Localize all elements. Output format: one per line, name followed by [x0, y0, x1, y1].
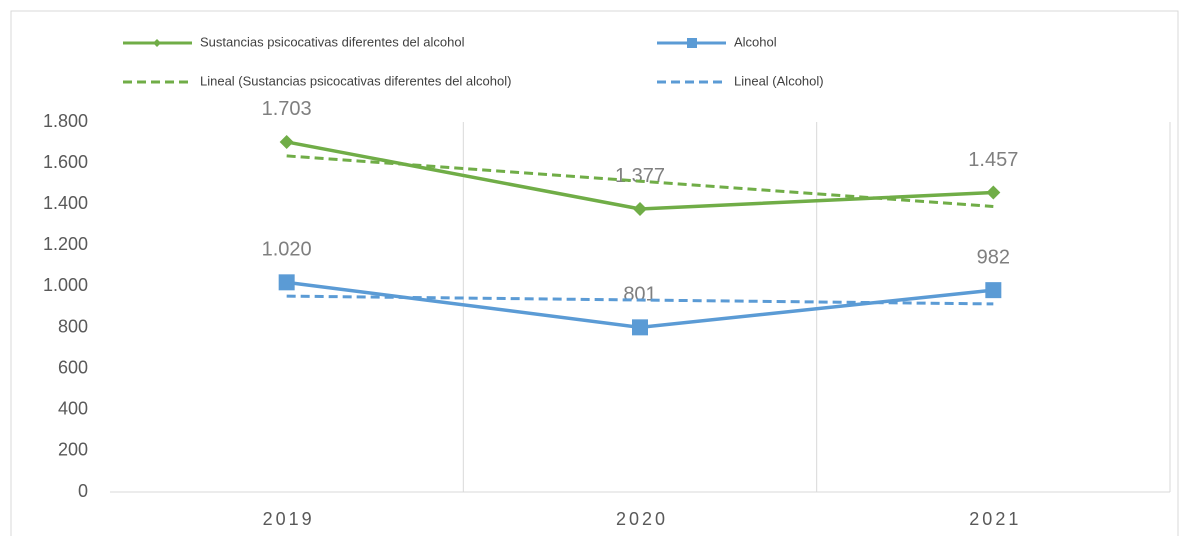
point	[278, 274, 295, 291]
point	[986, 185, 1001, 200]
y-tick-label: 1.600	[43, 152, 88, 172]
y-tick-label: 0	[78, 481, 88, 501]
legend-marker	[687, 38, 697, 48]
data-label: 982	[977, 246, 1010, 268]
trendline	[286, 294, 994, 306]
y-tick-label: 600	[58, 357, 88, 377]
data-label: 801	[623, 284, 656, 306]
trendline	[286, 154, 994, 208]
data-label: 1.020	[262, 239, 312, 261]
legend-label: Lineal (Sustancias psicocativas diferent…	[200, 73, 511, 88]
legend-label: Sustancias psicocativas diferentes del a…	[200, 34, 465, 49]
y-tick-label: 1.800	[43, 111, 88, 131]
point	[279, 134, 294, 149]
point	[633, 201, 647, 216]
data-label: 1.703	[262, 98, 312, 120]
x-tick-label: 2021	[969, 509, 1021, 529]
data-label: 1.457	[968, 149, 1018, 171]
y-tick-label: 400	[58, 399, 88, 419]
x-tick-label: 2019	[263, 509, 315, 529]
x-tick-label: 2020	[616, 509, 668, 529]
y-tick-label: 200	[58, 440, 88, 460]
y-tick-label: 1.000	[43, 275, 88, 295]
y-tick-label: 1.400	[43, 193, 88, 213]
y-tick-label: 1.200	[43, 234, 88, 254]
legend-label: Lineal (Alcohol)	[734, 73, 824, 88]
y-tick-label: 800	[58, 316, 88, 336]
chart-border	[10, 10, 1179, 536]
legend-label: Alcohol	[734, 34, 777, 49]
point	[985, 282, 1002, 299]
point	[632, 319, 648, 336]
legend-marker	[153, 39, 161, 47]
